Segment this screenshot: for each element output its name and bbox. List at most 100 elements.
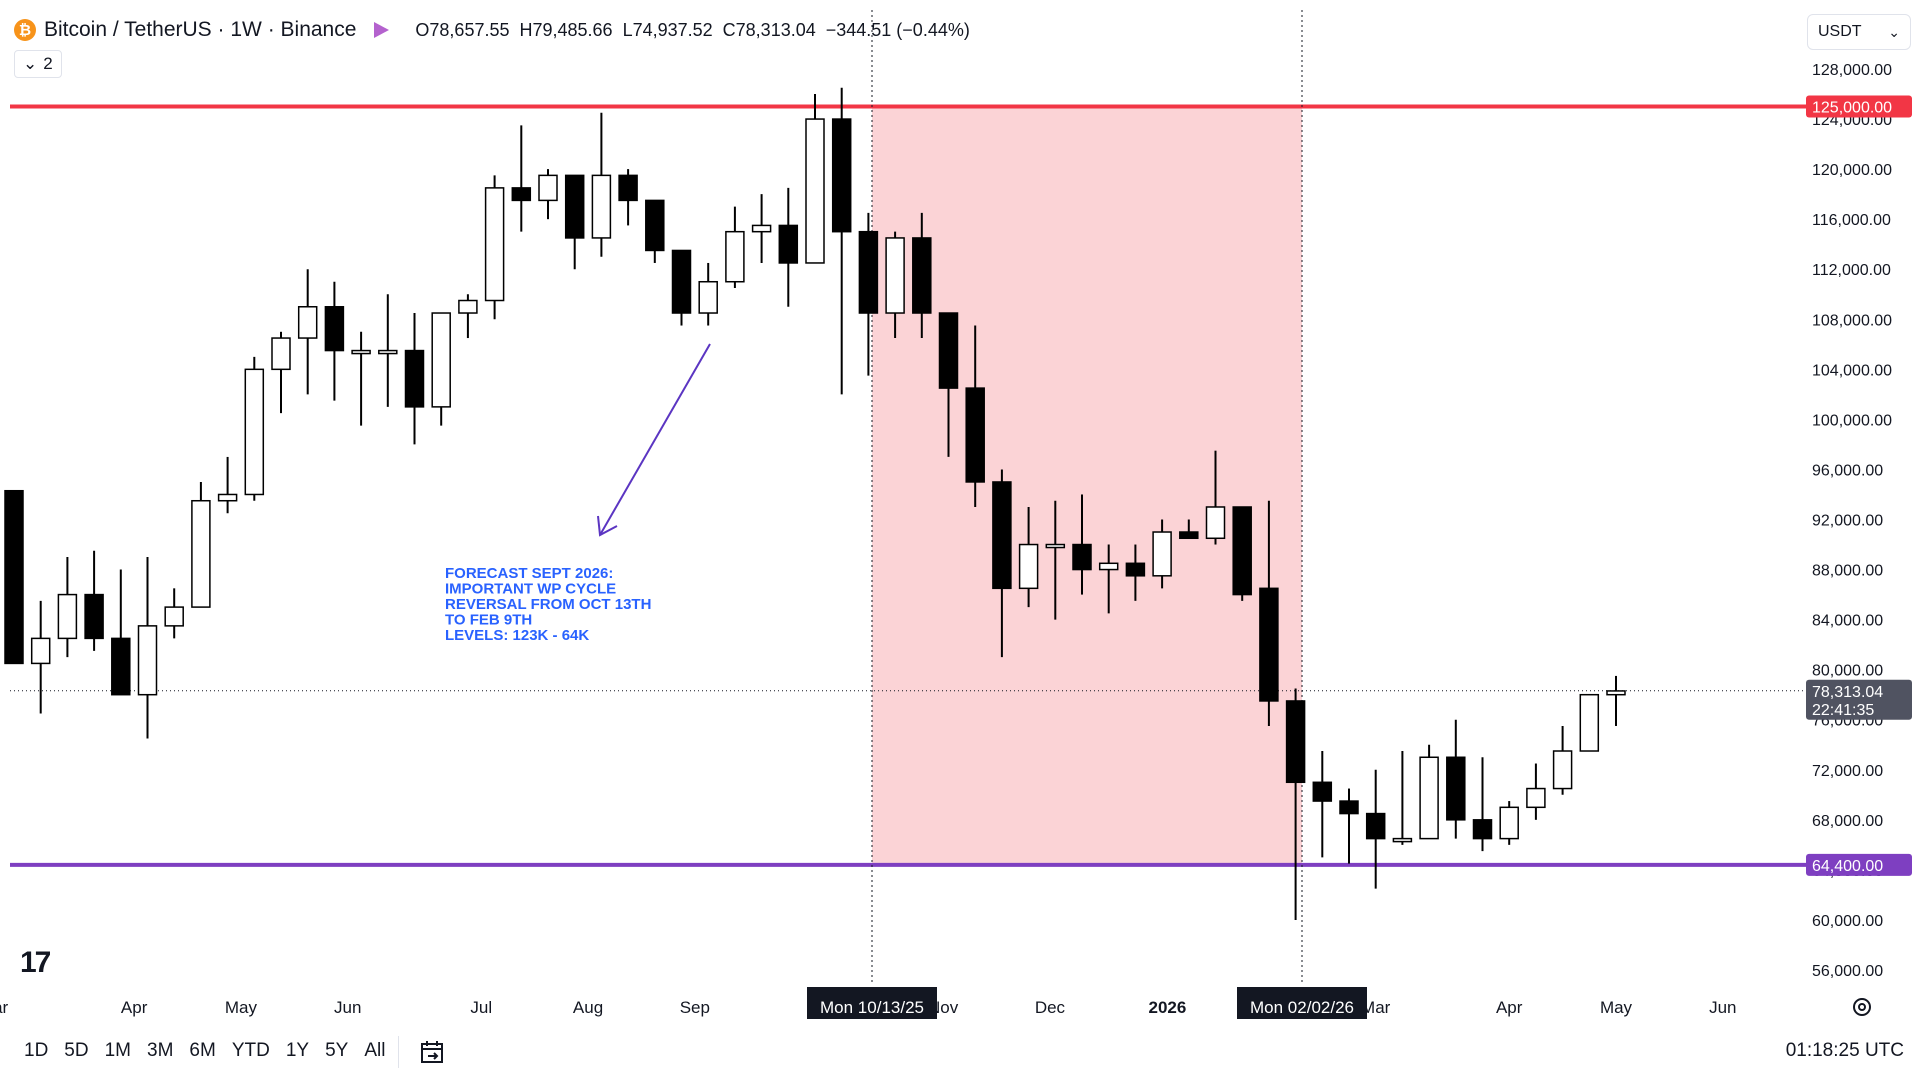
candle[interactable] [564, 174, 585, 270]
time-tick-label: Apr [121, 998, 148, 1017]
candle[interactable] [778, 187, 799, 307]
candle[interactable] [1152, 519, 1172, 589]
candle[interactable] [271, 331, 291, 414]
price-tick-label: 72,000.00 [1812, 763, 1883, 780]
candle[interactable] [858, 212, 879, 376]
arrow-head-icon [597, 515, 618, 537]
annotation-text: TO FEB 9TH [445, 612, 532, 629]
candle[interactable] [1125, 544, 1146, 601]
price-tick-label: 60,000.00 [1812, 913, 1883, 930]
candle[interactable] [1472, 757, 1493, 852]
candle[interactable] [458, 294, 478, 339]
range-button-ytd[interactable]: YTD [231, 1040, 270, 1061]
candle[interactable] [751, 194, 772, 263]
candle[interactable] [1072, 494, 1092, 595]
zone-date-label: Mon 02/02/26 [1250, 998, 1354, 1017]
candle[interactable] [1579, 693, 1600, 752]
candle[interactable] [671, 249, 692, 326]
chevron-down-icon: ⌄ [23, 54, 38, 73]
candle[interactable] [992, 469, 1012, 658]
price-chart[interactable]: FORECAST SEPT 2026:IMPORTANT WP CYCLEREV… [0, 0, 1920, 1030]
candle[interactable] [1552, 725, 1573, 795]
candle[interactable] [538, 169, 558, 220]
candle[interactable] [4, 489, 24, 665]
range-button-1m[interactable]: 1M [104, 1040, 131, 1061]
annotation-text: REVERSAL FROM OCT 13TH [445, 596, 651, 613]
candle[interactable] [1392, 751, 1413, 845]
price-tick-label: 92,000.00 [1812, 513, 1883, 530]
candle[interactable] [431, 312, 451, 426]
range-button-3m[interactable]: 3M [147, 1040, 174, 1061]
annotation-arrow[interactable] [599, 343, 711, 536]
forecast-zone[interactable] [872, 106, 1302, 865]
flag-icon[interactable] [374, 22, 390, 38]
candle[interactable] [30, 600, 51, 714]
candle[interactable] [111, 569, 131, 696]
candle[interactable] [912, 212, 932, 339]
candle[interactable] [1179, 519, 1199, 540]
date-range-icon[interactable] [418, 1038, 446, 1066]
candle[interactable] [1205, 450, 1226, 545]
candle[interactable] [618, 169, 638, 226]
indicators-toggle[interactable]: ⌄ 2 [14, 50, 62, 78]
price-tick-label: 68,000.00 [1812, 813, 1883, 830]
candle[interactable] [1259, 500, 1279, 726]
candle[interactable] [84, 550, 104, 651]
candle[interactable] [1606, 675, 1626, 726]
candle[interactable] [1232, 506, 1252, 601]
tradingview-logo-icon[interactable]: 17 [20, 946, 51, 979]
candle[interactable] [191, 481, 211, 608]
candle[interactable] [137, 557, 158, 739]
range-button-all[interactable]: All [364, 1040, 386, 1061]
candle[interactable] [1018, 506, 1039, 608]
bar-countdown-label: 22:41:35 [1812, 702, 1874, 719]
gear-icon[interactable] [1853, 998, 1871, 1016]
candle[interactable] [1365, 769, 1386, 889]
candle[interactable] [1526, 763, 1546, 820]
candle[interactable] [351, 331, 371, 426]
annotation-text: LEVELS: 123K - 64K [445, 627, 589, 644]
range-button-6m[interactable]: 6M [189, 1040, 216, 1061]
zone-end-date-tag [1237, 987, 1367, 1019]
candle[interactable] [1339, 788, 1359, 864]
candle[interactable] [324, 281, 345, 401]
range-button-1y[interactable]: 1Y [285, 1040, 310, 1061]
candle[interactable] [725, 206, 745, 288]
candle[interactable] [244, 356, 265, 501]
candle[interactable] [1419, 744, 1439, 840]
candle[interactable] [885, 231, 905, 339]
candle[interactable] [645, 199, 665, 263]
currency-label: USDT [1818, 23, 1862, 40]
candle[interactable] [831, 87, 852, 395]
candle[interactable] [484, 175, 505, 320]
range-button-5d[interactable]: 5D [64, 1040, 89, 1061]
candle[interactable] [805, 94, 825, 264]
candle[interactable] [404, 313, 425, 445]
level-price-tag [1806, 95, 1912, 118]
candle[interactable] [938, 312, 959, 457]
candle[interactable] [57, 557, 78, 658]
symbol-title[interactable]: Bitcoin / TetherUS · 1W · Binance [44, 18, 357, 41]
candle[interactable] [164, 588, 184, 639]
candle[interactable] [511, 125, 532, 232]
candle[interactable] [1312, 751, 1333, 858]
candle[interactable] [591, 112, 612, 257]
candle[interactable] [1499, 801, 1519, 845]
ohlc-change: −344.51 (−0.44%) [825, 19, 970, 40]
candle[interactable] [217, 456, 238, 514]
range-button-5y[interactable]: 5Y [325, 1040, 349, 1061]
range-button-1d[interactable]: 1D [24, 1040, 49, 1061]
candle[interactable] [1045, 500, 1066, 620]
utc-clock[interactable]: 01:18:25 UTC [1785, 1040, 1904, 1061]
candle[interactable] [1285, 688, 1306, 920]
candle[interactable] [1446, 719, 1466, 839]
currency-selector[interactable]: USDT ⌄ [1807, 14, 1911, 50]
level-price-label: 125,000.00 [1812, 100, 1892, 117]
level-price-tag [1806, 853, 1912, 876]
candle[interactable] [297, 269, 318, 395]
candle[interactable] [1098, 544, 1119, 614]
candle[interactable] [378, 294, 398, 407]
level-price-label: 64,400.00 [1812, 858, 1883, 875]
candle[interactable] [698, 262, 718, 326]
candle[interactable] [965, 325, 985, 507]
